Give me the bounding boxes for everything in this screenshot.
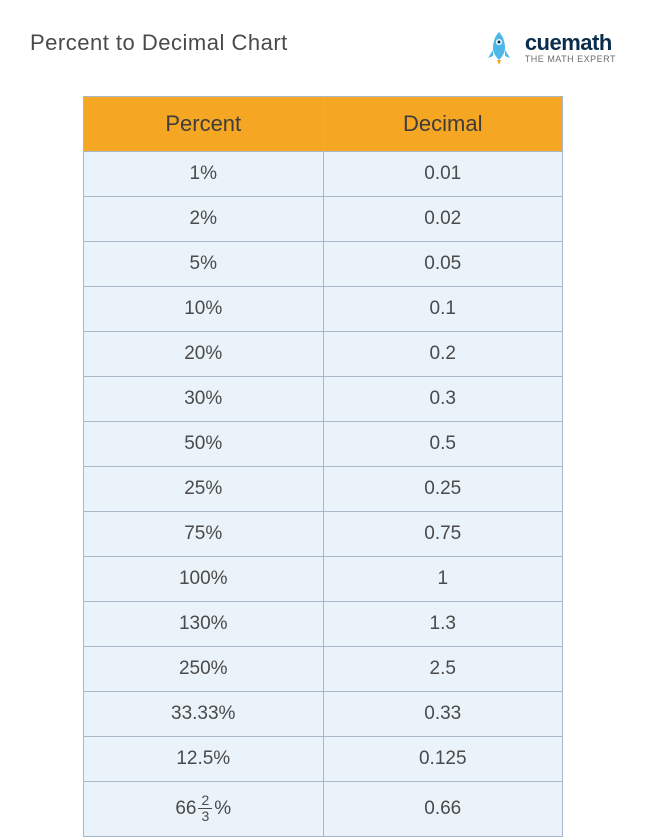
logo: cuemath THE MATH EXPERT <box>481 30 616 66</box>
percent-cell: 66 2 3 % <box>84 782 324 837</box>
mixed-fraction: 66 2 3 % <box>175 793 231 825</box>
logo-brand: cuemath <box>525 32 616 54</box>
percent-suffix: % <box>214 798 231 820</box>
page-header: Percent to Decimal Chart cuemath THE MAT… <box>30 30 616 66</box>
col-header-decimal: Decimal <box>323 97 563 152</box>
decimal-cell: 1 <box>323 557 563 602</box>
percent-cell: 5% <box>84 242 324 287</box>
decimal-cell: 0.1 <box>323 287 563 332</box>
decimal-cell: 0.2 <box>323 332 563 377</box>
fraction-numerator: 2 <box>198 793 212 809</box>
percent-cell: 12.5% <box>84 737 324 782</box>
percent-cell: 250% <box>84 647 324 692</box>
table-row: 25% 0.25 <box>84 467 563 512</box>
table-row: 10% 0.1 <box>84 287 563 332</box>
decimal-cell: 0.33 <box>323 692 563 737</box>
decimal-cell: 0.05 <box>323 242 563 287</box>
percent-cell: 33.33% <box>84 692 324 737</box>
table-row: 75% 0.75 <box>84 512 563 557</box>
decimal-cell: 0.01 <box>323 152 563 197</box>
percent-cell: 50% <box>84 422 324 467</box>
col-header-percent: Percent <box>84 97 324 152</box>
percent-cell: 100% <box>84 557 324 602</box>
percent-cell: 75% <box>84 512 324 557</box>
page-title: Percent to Decimal Chart <box>30 30 288 56</box>
table-row: 33.33% 0.33 <box>84 692 563 737</box>
table-row: 12.5% 0.125 <box>84 737 563 782</box>
table-header-row: Percent Decimal <box>84 97 563 152</box>
decimal-cell: 0.02 <box>323 197 563 242</box>
decimal-cell: 1.3 <box>323 602 563 647</box>
decimal-cell: 0.3 <box>323 377 563 422</box>
percent-cell: 30% <box>84 377 324 422</box>
logo-tagline: THE MATH EXPERT <box>525 54 616 64</box>
decimal-cell: 0.5 <box>323 422 563 467</box>
percent-cell: 10% <box>84 287 324 332</box>
table-row: 50% 0.5 <box>84 422 563 467</box>
decimal-cell: 2.5 <box>323 647 563 692</box>
table-row: 66 2 3 % 0.66 <box>84 782 563 837</box>
percent-cell: 20% <box>84 332 324 377</box>
table-row: 130% 1.3 <box>84 602 563 647</box>
fraction-denominator: 3 <box>198 809 212 824</box>
table-row: 20% 0.2 <box>84 332 563 377</box>
percent-cell: 25% <box>84 467 324 512</box>
table-wrapper: Percent Decimal 1% 0.01 2% 0.02 5% 0.05 … <box>30 96 616 837</box>
table-row: 250% 2.5 <box>84 647 563 692</box>
table-row: 100% 1 <box>84 557 563 602</box>
decimal-cell: 0.25 <box>323 467 563 512</box>
decimal-cell: 0.75 <box>323 512 563 557</box>
table-row: 5% 0.05 <box>84 242 563 287</box>
decimal-cell: 0.66 <box>323 782 563 837</box>
logo-text: cuemath THE MATH EXPERT <box>525 32 616 64</box>
percent-cell: 2% <box>84 197 324 242</box>
percent-cell: 130% <box>84 602 324 647</box>
table-body: 1% 0.01 2% 0.02 5% 0.05 10% 0.1 20% 0.2 … <box>84 152 563 837</box>
table-row: 2% 0.02 <box>84 197 563 242</box>
decimal-cell: 0.125 <box>323 737 563 782</box>
fraction-whole: 66 <box>175 798 196 820</box>
table-row: 30% 0.3 <box>84 377 563 422</box>
percent-cell: 1% <box>84 152 324 197</box>
rocket-icon <box>481 30 517 66</box>
table-row: 1% 0.01 <box>84 152 563 197</box>
conversion-table: Percent Decimal 1% 0.01 2% 0.02 5% 0.05 … <box>83 96 563 837</box>
fraction-stack: 2 3 <box>198 793 212 825</box>
